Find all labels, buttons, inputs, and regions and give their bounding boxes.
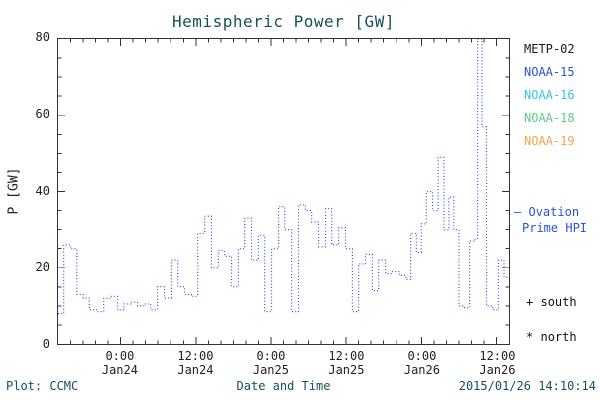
x-tick-label: 12:00 Jan26 bbox=[457, 349, 537, 378]
x-tick-label: 0:00 Jan24 bbox=[80, 349, 160, 378]
x-tick-date: Jan26 bbox=[479, 363, 516, 378]
plot-svg bbox=[58, 39, 509, 344]
x-tick-label: 12:00 Jan24 bbox=[155, 349, 235, 378]
x-tick-date: Jan24 bbox=[101, 363, 138, 378]
legend-item-noaa-15: NOAA-15 bbox=[524, 65, 575, 79]
series-name-line2: Prime HPI bbox=[522, 220, 588, 235]
plot-area bbox=[57, 38, 510, 345]
legend-item-noaa-16: NOAA-16 bbox=[524, 88, 575, 102]
satellite-legend: METP-02 NOAA-15 NOAA-16 NOAA-18 NOAA-19 bbox=[524, 42, 575, 157]
series-name-line1: Ovation bbox=[528, 205, 580, 219]
marker-key-south: + south bbox=[526, 295, 577, 309]
chart-title: Hemispheric Power [GW] bbox=[172, 12, 395, 31]
legend-item-metp-02: METP-02 bbox=[524, 42, 575, 56]
legend-item-noaa-19: NOAA-19 bbox=[524, 134, 575, 148]
x-tick-label: 12:00 Jan25 bbox=[306, 349, 386, 378]
line-sample-icon: — bbox=[514, 205, 522, 219]
marker-label-south: south bbox=[540, 295, 577, 309]
x-axis-label: Date and Time bbox=[236, 379, 331, 393]
y-tick-label: 60 bbox=[35, 106, 50, 121]
x-tick-time: 0:00 bbox=[407, 349, 437, 363]
series-legend-ovation-prime-hpi: — Ovation Prime HPI bbox=[514, 205, 587, 236]
x-tick-label: 0:00 Jan26 bbox=[382, 349, 462, 378]
x-tick-time: 12:00 bbox=[177, 349, 214, 363]
y-tick-label: 20 bbox=[35, 260, 50, 275]
legend-item-noaa-18: NOAA-18 bbox=[524, 111, 575, 125]
x-tick-label: 0:00 Jan25 bbox=[231, 349, 311, 378]
x-tick-date: Jan25 bbox=[252, 363, 289, 378]
x-tick-time: 0:00 bbox=[256, 349, 286, 363]
asterisk-marker-icon: * bbox=[526, 330, 534, 344]
x-tick-date: Jan24 bbox=[177, 363, 214, 378]
x-tick-date: Jan26 bbox=[403, 363, 440, 378]
hpi-step-line bbox=[58, 39, 509, 315]
marker-label-north: north bbox=[540, 330, 577, 344]
y-tick-label: 40 bbox=[35, 183, 50, 198]
x-tick-time: 12:00 bbox=[479, 349, 516, 363]
x-tick-time: 0:00 bbox=[105, 349, 135, 363]
y-tick-label: 80 bbox=[35, 30, 50, 44]
x-tick-date: Jan25 bbox=[328, 363, 365, 378]
y-tick-label: 0 bbox=[42, 337, 50, 351]
x-tick-time: 12:00 bbox=[328, 349, 365, 363]
marker-key-north: * north bbox=[526, 330, 577, 344]
plot-timestamp: 2015/01/26 14:10:14 bbox=[458, 379, 596, 393]
plus-marker-icon: + bbox=[526, 295, 534, 309]
plot-credit: Plot: CCMC bbox=[6, 379, 79, 393]
